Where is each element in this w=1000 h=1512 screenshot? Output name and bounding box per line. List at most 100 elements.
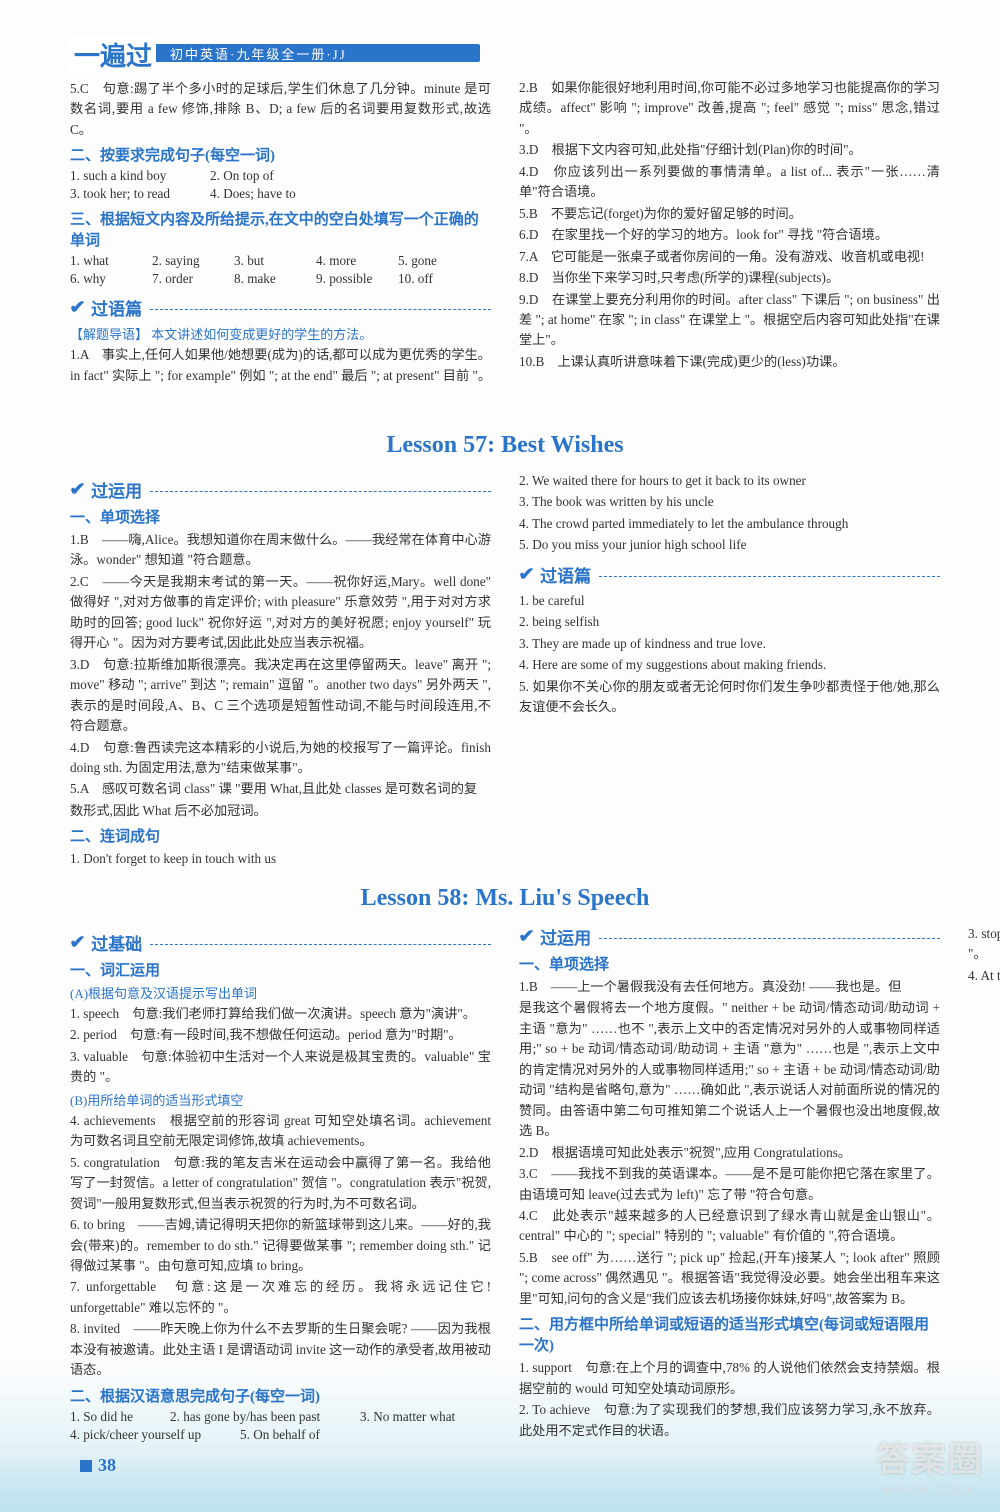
l57-r-i5: 5. Do you miss your junior high school l… (519, 535, 940, 555)
l57-r-i1: 1. Don't forget to keep in touch with us (70, 849, 491, 869)
upper-l-sec3-title: 三、根据短文内容及所给提示,在文中的空白处填写一个正确的单词 (70, 208, 491, 250)
fill-item: 2. has gone by/has been past (170, 1409, 360, 1425)
watermark-big: 答案圈 (876, 1432, 984, 1481)
l58-r-2d: 2.D 根据语境可知此处表示"祝贺",应用 Congratulations。 (519, 1143, 940, 1163)
page-number: 38 (80, 1455, 116, 1476)
l58-r-b3: 3. stop by 句意:回家时你能不能顺路去那家店买瓶醋? stop by"… (968, 924, 1000, 965)
fill-item: 4. pick/cheer yourself up (70, 1427, 240, 1443)
upper-r-2b: 2.B 如果你能很好地利用时间,你可能不必过多地学习也能提高你的学习成绩。aff… (519, 78, 940, 139)
upper-r-8d: 8.D 当你坐下来学习时,只考虑(所学的)课程(subjects)。 (519, 268, 940, 288)
sec-title-text: 过基础 (91, 930, 142, 955)
upper-r-3d: 3.D 根据下文内容可知,此处指"仔细计划(Plan)你的时间"。 (519, 140, 940, 160)
l58-l-yunyong-title: ✔ 过运用 (519, 924, 940, 949)
l58-l-b4: 4. achievements 根据空前的形容词 great 可知空处填名词。a… (70, 1111, 491, 1152)
l57-r-y4: 4. Here are some of my suggestions about… (519, 655, 940, 675)
l58-l-subA: (A)根据句意及汉语提示写出单词 (70, 983, 491, 1002)
lesson58-columns: ✔ 过基础 一、词汇运用 (A)根据句意及汉语提示写出单词 1. speech … (70, 924, 940, 1464)
l58-l-b5: 5. congratulation 句意:我的笔友吉米在运动会中赢得了第一名。我… (70, 1153, 491, 1214)
l58-l-a1: 1. speech 句意:我们老师打算给我们做一次演讲。speech 意为"演讲… (70, 1004, 491, 1024)
upper-r-6d: 6.D 在家里找一个好的学习的地方。look for" 寻找 "符合语境。 (519, 225, 940, 245)
l57-l-5a: 5.A 感叹可数名词 class" 课 "要用 What,且此处 classes… (70, 779, 491, 799)
header-stripe: 初中英语·九年级全一册·JJ (130, 44, 480, 62)
fill-item: 9. possible (316, 271, 398, 287)
dashline (150, 491, 491, 492)
l57-r-y1: 1. be careful (519, 591, 940, 611)
l58-l-b8: 8. invited ——昨天晚上你为什么不去罗斯的生日聚会呢? ——因为我根本… (70, 1319, 491, 1380)
content-area: 5.C 句意:踢了半个多小时的足球后,学生们休息了几分钟。minute 是可数名… (70, 78, 940, 1464)
flag-icon: ✔ (518, 564, 535, 585)
l58-l-jichu-title: ✔ 过基础 (70, 930, 491, 955)
flag-icon: ✔ (69, 297, 86, 318)
l58-r-5b: 5.B see off" 为……送行 "; pick up" 捡起,(开车)接某… (519, 1248, 940, 1309)
l58-l-sec2-row1: 1. So did he 2. has gone by/has been pas… (70, 1409, 491, 1427)
l57-r-y2: 2. being selfish (519, 612, 940, 632)
l58-r-3c: 3.C ——我找不到我的英语课本。——是不是可能你把它落在家里了。由语境可知 l… (519, 1164, 940, 1205)
sec-title-text: 过运用 (91, 477, 142, 502)
l58-r-4c: 4.C 此处表示"越来越多的人已经意识到了绿水青山就是金山银山"。central… (519, 1206, 940, 1247)
fill-item: 4. Does; have to (210, 186, 296, 202)
sec-title-text: 过语篇 (540, 562, 591, 587)
fill-item: 6. why (70, 271, 152, 287)
header-logo: 一遍过 (70, 36, 156, 73)
flag-icon: ✔ (69, 479, 86, 500)
upper-l-5c: 5.C 句意:踢了半个多小时的足球后,学生们休息了几分钟。minute 是可数名… (70, 79, 491, 140)
upper-r-4d: 4.D 你应该列出一系列要做的事情清单。a list of... 表示"一张……… (519, 162, 940, 203)
upper-l-1a: 1.A 事实上,任何人如果他/她想要(成为)的话,都可以成为更优秀的学生。in … (70, 345, 491, 386)
l58-r-sec2-title: 二、用方框中所给单词或短语的适当形式填空(每词或短语限用一次) (519, 1313, 940, 1355)
fill-item: 3. but (234, 253, 316, 269)
fill-item: 1. So did he (70, 1409, 170, 1425)
fill-item: 2. saying (152, 253, 234, 269)
upper-l-sec3-fill-2: 6. why 7. order 8. make 9. possible 10. … (70, 271, 491, 289)
lesson58-title: Lesson 58: Ms. Liu's Speech (70, 885, 940, 912)
fill-item: 1. what (70, 253, 152, 269)
fill-item: 1. such a kind boy (70, 168, 210, 184)
l57-l-1b: 1.B ——嗨,Alice。我想知道你在周末做什么。——我经常在体育中心游泳。w… (70, 530, 491, 571)
upper-l-sec2-items: 1. such a kind boy 2. On top of (70, 168, 491, 186)
l58-r-b4: 4. At times 句意:有时一些广告会诱导人们买一些根本不需要的东西。 (968, 966, 1000, 986)
l58-l-b7: 7. unforgettable 句意:这是一次难忘的经历。我将永远记住它! u… (70, 1277, 491, 1318)
l58-l-sec3-title: 一、单项选择 (519, 953, 940, 974)
sec-title-text: 过运用 (540, 924, 591, 949)
l57-l-4d: 4.D 句意:鲁西读完这本精彩的小说后,为她的校报写了一篇评论。finish d… (70, 738, 491, 779)
watermark-small: MXQE.COM (876, 1481, 984, 1496)
watermark: 答案圈 MXQE.COM (876, 1432, 984, 1496)
fill-item: 5. gone (398, 253, 480, 269)
l58-l-sec1-title: 一、词汇运用 (70, 959, 491, 980)
l57-l-2c: 2.C ——今天是我期末考试的第一天。——祝你好运,Mary。well done… (70, 572, 491, 654)
fill-item: 7. order (152, 271, 234, 287)
dashline (599, 938, 940, 939)
fill-item: 5. On behalf of (240, 1427, 322, 1443)
l58-l-subB: (B)用所给单词的适当形式填空 (70, 1090, 491, 1109)
lesson57-columns: ✔ 过运用 一、单项选择 1.B ——嗨,Alice。我想知道你在周末做什么。—… (70, 471, 940, 871)
l57-l-3d: 3.D 句意:拉斯维加斯很漂亮。我决定再在这里停留两天。leave" 离开 ";… (70, 655, 491, 737)
l58-l-sec2-title: 二、根据汉语意思完成句子(每空一词) (70, 1385, 491, 1406)
upper-l-sec2-items-2: 3. took her; to read 4. Does; have to (70, 186, 491, 204)
l57-l-yunyong-title: ✔ 过运用 (70, 477, 491, 502)
l57-r-i4: 4. The crowd parted immediately to let t… (519, 514, 940, 534)
upper-r-7a: 7.A 它可能是一张桌子或者你房间的一角。没有游戏、收音机或电视! (519, 247, 940, 267)
l57-r-y5: 5. 如果你不关心你的朋友或者无论何时你们发生争吵都责怪于他/她,那么友谊便不会… (519, 677, 940, 718)
l58-l-1b: 1.B ——上一个暑假我没有去任何地方。真没劲! ——我也是。但 (519, 977, 940, 997)
upper-columns: 5.C 句意:踢了半个多小时的足球后,学生们休息了几分钟。minute 是可数名… (70, 78, 940, 418)
l57-r-i3: 3. The book was written by his uncle (519, 492, 940, 512)
flag-icon: ✔ (518, 926, 535, 947)
l58-r-cont: 是我这个暑假将去一个地方度假。" neither + be 动词/情态动词/助动… (519, 998, 940, 1141)
l57-r-i2: 2. We waited there for hours to get it b… (519, 471, 940, 491)
page-num-square-icon (80, 1460, 92, 1472)
fill-item: 3. took her; to read (70, 186, 210, 202)
dashline (599, 576, 940, 577)
l58-l-a2: 2. period 句意:有一段时间,我不想做任何运动。period 意为"时期… (70, 1025, 491, 1045)
l58-l-a3: 3. valuable 句意:体验初中生活对一个人来说是极其宝贵的。valuab… (70, 1047, 491, 1088)
l57-l-sec1-title: 一、单项选择 (70, 506, 491, 527)
dashline (150, 309, 491, 310)
fill-item: 10. off (398, 271, 480, 287)
lesson57-title: Lesson 57: Best Wishes (70, 432, 940, 459)
upper-r-5b: 5.B 不要忘记(forget)为你的爱好留足够的时间。 (519, 204, 940, 224)
fill-item: 2. On top of (210, 168, 292, 184)
l57-r-sec2-title: 二、连词成句 (70, 825, 491, 846)
upper-l-yupian-hint: 【解题导语】 本文讲述如何变成更好的学生的方法。 (70, 324, 491, 343)
l57-r-y3: 3. They are made up of kindness and true… (519, 634, 940, 654)
l58-l-sec2-row2: 4. pick/cheer yourself up 5. On behalf o… (70, 1427, 491, 1445)
flag-icon: ✔ (69, 932, 86, 953)
l58-l-b6: 6. to bring ——吉姆,请记得明天把你的新篮球带到这儿来。——好的,我… (70, 1215, 491, 1276)
